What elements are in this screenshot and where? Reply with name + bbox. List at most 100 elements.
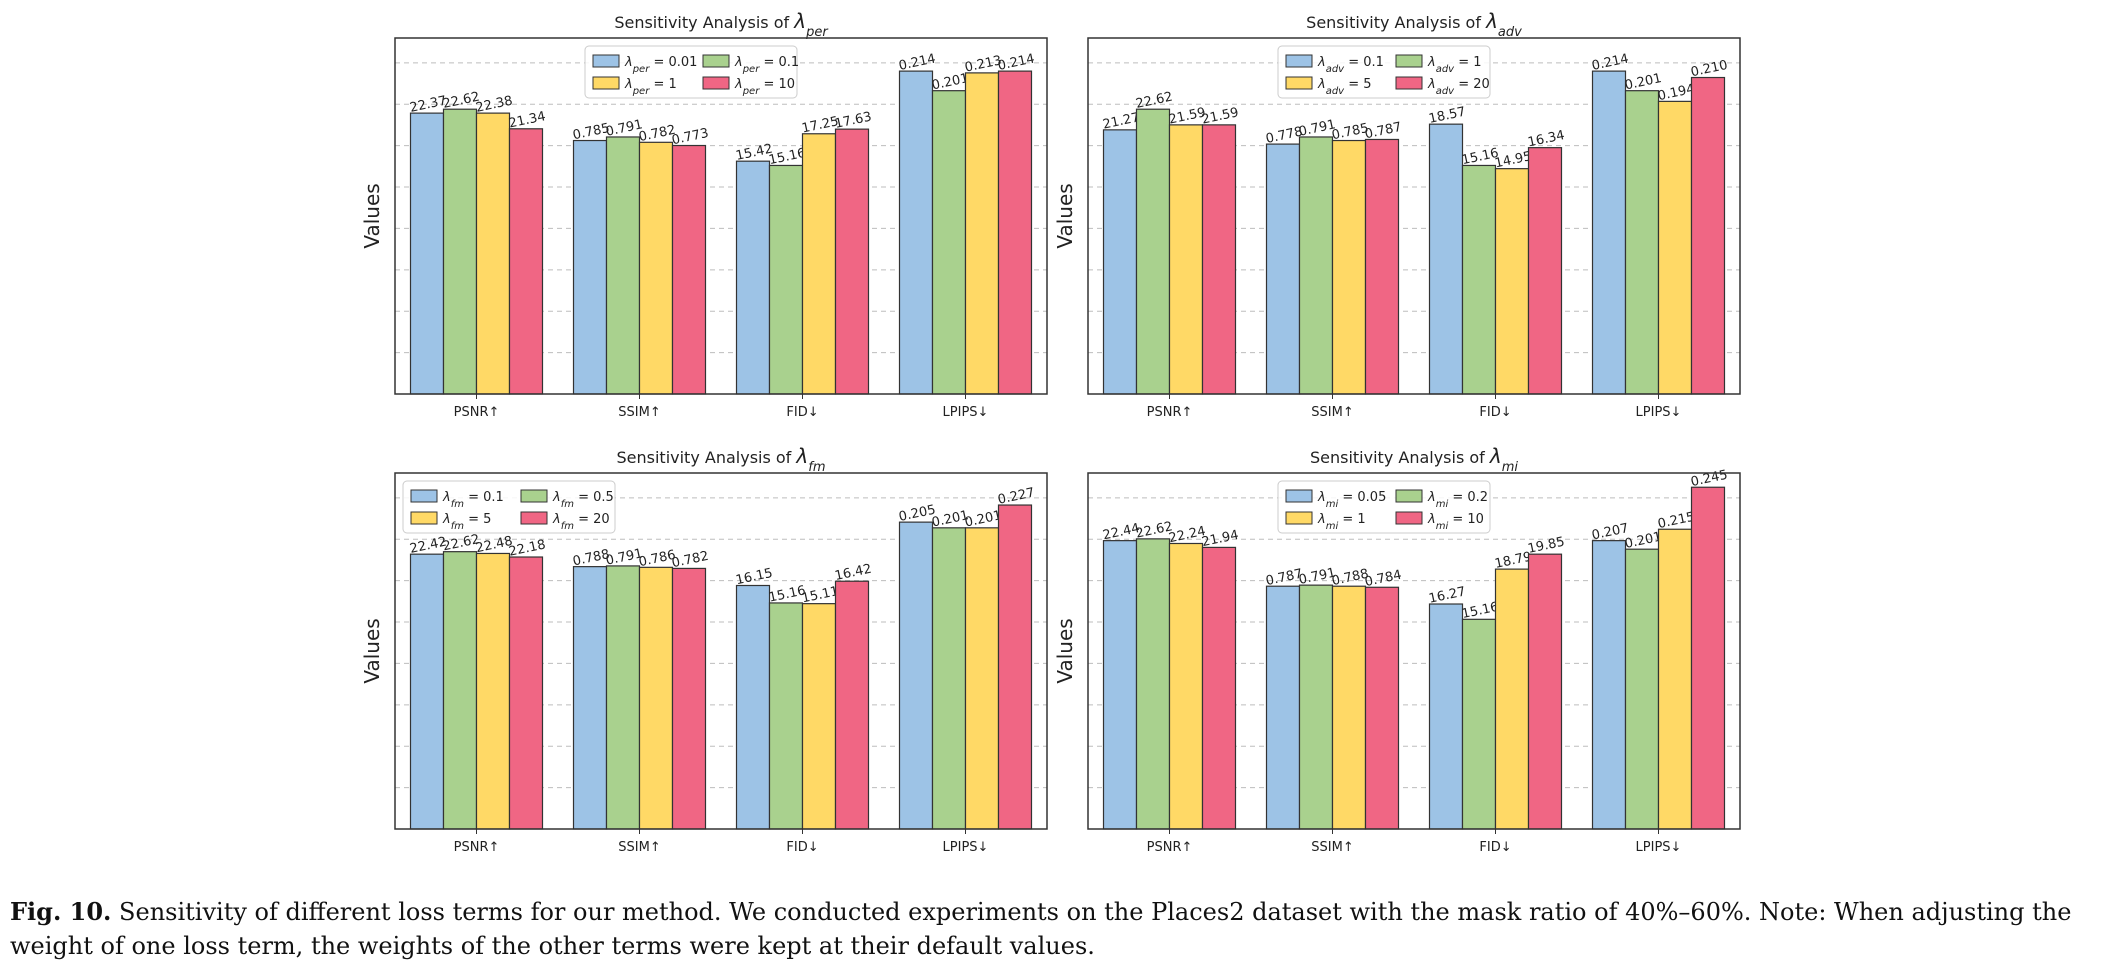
legend-swatch — [702, 54, 730, 68]
bar — [475, 112, 511, 395]
x-tick-label: FID↓ — [1479, 840, 1511, 855]
legend-box — [1277, 45, 1491, 99]
legend-box — [1277, 480, 1491, 534]
bar — [1168, 124, 1204, 395]
bar — [1494, 568, 1530, 830]
legend-entry: λadv = 5 — [1317, 77, 1372, 97]
y-axis-label: Values — [360, 183, 384, 248]
plot-frame — [394, 37, 1048, 395]
legend-entry: λadv = 20 — [1427, 77, 1490, 97]
bar — [1624, 548, 1660, 830]
legend-swatch — [1285, 511, 1313, 525]
bar — [1527, 553, 1563, 830]
chart-title: Sensitivity Analysis of λmi — [1310, 445, 1518, 475]
x-tick-label: SSIM↑ — [618, 840, 660, 855]
bar — [1265, 585, 1301, 830]
legend-swatch — [1395, 511, 1423, 525]
y-axis-label: Values — [360, 618, 384, 683]
bar — [572, 139, 608, 395]
legend-swatch — [1285, 76, 1313, 90]
x-tick-label: LPIPS↓ — [943, 405, 989, 420]
bar — [1657, 100, 1693, 395]
bar — [1591, 540, 1627, 830]
x-tick-label: FID↓ — [786, 840, 818, 855]
chart-lambda-fm: Sensitivity Analysis of λfmValues22.4222… — [360, 445, 1048, 855]
bar — [1265, 143, 1301, 395]
x-tick-label: PSNR↑ — [1147, 840, 1193, 855]
bar — [1461, 164, 1497, 395]
bar — [1428, 123, 1464, 395]
bar — [1591, 70, 1627, 395]
x-tick-label: PSNR↑ — [454, 840, 500, 855]
bar — [931, 527, 967, 830]
bar — [997, 504, 1033, 830]
x-tick-label: LPIPS↓ — [943, 840, 989, 855]
bar — [409, 553, 445, 830]
bar — [572, 566, 608, 830]
bar — [1461, 618, 1497, 830]
bar — [768, 164, 804, 395]
legend-swatch — [520, 489, 548, 503]
bar — [898, 521, 934, 830]
figure-caption: Fig. 10. Sensitivity of different loss t… — [10, 895, 2090, 963]
x-tick-label: LPIPS↓ — [1636, 840, 1682, 855]
legend-entry: λmi = 10 — [1427, 512, 1484, 532]
x-tick-label: FID↓ — [1479, 405, 1511, 420]
bar — [964, 72, 1000, 395]
chart-title: Sensitivity Analysis of λfm — [617, 445, 826, 475]
legend-entry: λper = 0.01 — [624, 55, 697, 75]
legend-entry: λper = 1 — [624, 77, 677, 97]
bar — [409, 112, 445, 395]
bar — [1331, 585, 1367, 830]
bar — [638, 566, 674, 830]
legend-swatch — [410, 489, 438, 503]
bar — [1364, 138, 1400, 395]
legend: λadv = 0.1 λadv = 1 λadv = 5 λadv = 20 — [1277, 45, 1491, 99]
bar — [1102, 540, 1138, 830]
bar — [834, 128, 870, 395]
bar — [1135, 108, 1171, 395]
bar — [1331, 139, 1367, 395]
bar — [1102, 129, 1138, 395]
bar — [1135, 538, 1171, 830]
figure-label: Fig. 10. — [10, 897, 112, 926]
bar — [801, 603, 837, 830]
legend-swatch — [1285, 489, 1313, 503]
legend-swatch — [702, 76, 730, 90]
bar — [1298, 584, 1334, 830]
bar — [1201, 124, 1237, 395]
bar — [508, 556, 544, 830]
legend-entry: λfm = 0.5 — [552, 490, 614, 510]
legend-entry: λfm = 5 — [442, 512, 491, 532]
legend-box — [402, 480, 616, 534]
bar — [801, 133, 837, 395]
bar — [508, 128, 544, 395]
bar — [1624, 90, 1660, 395]
plot-frame — [394, 472, 1048, 830]
x-tick-label: PSNR↑ — [454, 405, 500, 420]
legend-entry: λmi = 1 — [1317, 512, 1366, 532]
bar — [638, 141, 674, 395]
chart-lambda-adv: Sensitivity Analysis of λadvValues21.272… — [1053, 10, 1741, 420]
legend-swatch — [592, 54, 620, 68]
legend-entry: λmi = 0.05 — [1317, 490, 1386, 510]
chart-lambda-mi: Sensitivity Analysis of λmiValues22.4422… — [1053, 445, 1741, 855]
bar — [997, 70, 1033, 395]
bar — [834, 580, 870, 830]
x-tick-label: PSNR↑ — [1147, 405, 1193, 420]
legend-swatch — [1395, 76, 1423, 90]
bar — [1298, 136, 1334, 395]
bar — [735, 584, 771, 830]
bar — [735, 160, 771, 395]
bar — [605, 565, 641, 830]
legend: λper = 0.01 λper = 0.1 λper = 1 λper = 10 — [584, 45, 799, 99]
legend-entry: λadv = 1 — [1427, 55, 1482, 75]
legend-entry: λper = 10 — [734, 77, 795, 97]
legend-swatch — [592, 76, 620, 90]
caption-text: Sensitivity of different loss terms for … — [10, 898, 2072, 960]
x-tick-label: SSIM↑ — [1311, 840, 1353, 855]
x-tick-label: LPIPS↓ — [1636, 405, 1682, 420]
legend-swatch — [1285, 54, 1313, 68]
legend-entry: λmi = 0.2 — [1427, 490, 1488, 510]
